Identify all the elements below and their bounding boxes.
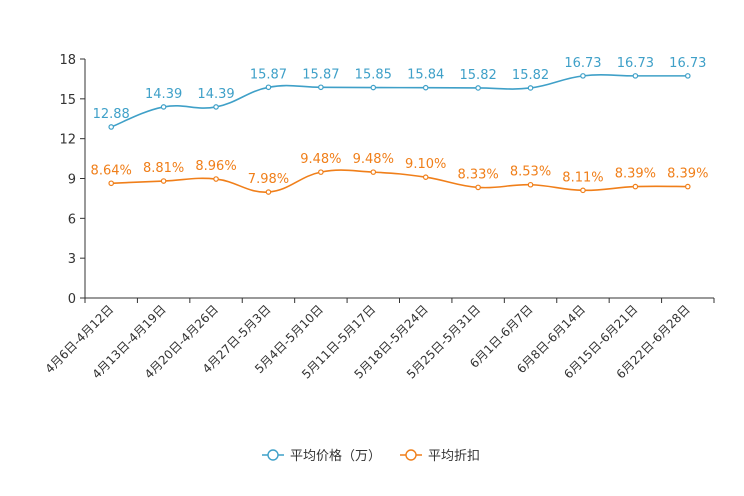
y-tick-label: 0 bbox=[68, 292, 76, 307]
data-point bbox=[108, 180, 115, 187]
data-point bbox=[318, 84, 324, 91]
data-label: 8.11% bbox=[562, 170, 603, 185]
data-point bbox=[160, 178, 167, 184]
y-tick-label: 6 bbox=[68, 212, 76, 227]
series-line bbox=[110, 74, 688, 128]
data-label: 9.10% bbox=[405, 157, 446, 172]
data-label: 15.84 bbox=[407, 68, 444, 83]
data-point bbox=[632, 73, 639, 79]
data-label: 8.39% bbox=[667, 167, 708, 182]
data-point bbox=[475, 184, 481, 191]
series-group: 12.88 14.39 14.39 15.87 15.87 15.85 15.84 15.82… bbox=[91, 56, 708, 195]
data-label: 12.88 bbox=[93, 107, 130, 122]
data-point bbox=[370, 84, 377, 91]
legend-marker bbox=[405, 449, 417, 461]
y-tick-label: 15 bbox=[59, 93, 76, 108]
data-point bbox=[213, 176, 219, 182]
data-point bbox=[422, 84, 429, 91]
data-point bbox=[318, 169, 324, 175]
data-point bbox=[684, 183, 691, 190]
data-label: 15.82 bbox=[512, 68, 549, 83]
data-label: 15.87 bbox=[302, 67, 339, 82]
data-label: 8.33% bbox=[457, 167, 498, 182]
y-tick-label: 12 bbox=[59, 133, 76, 148]
data-label: 7.98% bbox=[248, 172, 289, 187]
data-label: 15.85 bbox=[355, 68, 392, 83]
data-label: 15.82 bbox=[460, 68, 497, 83]
data-label: 8.53% bbox=[510, 165, 551, 180]
data-label: 16.73 bbox=[564, 56, 601, 71]
data-label: 8.64% bbox=[91, 163, 132, 178]
legend-label: 平均折扣 bbox=[428, 449, 480, 464]
data-point bbox=[580, 73, 586, 79]
data-point bbox=[580, 187, 586, 194]
data-label: 9.48% bbox=[300, 152, 341, 167]
y-tick-label: 3 bbox=[68, 252, 76, 267]
data-point bbox=[527, 85, 534, 91]
series-1: 8.64% 8.81% 8.96% 7.98% 9.48% 9.48% 9.10% 8.33%… bbox=[91, 152, 708, 195]
data-point bbox=[632, 183, 639, 190]
legend[interactable]: 平均价格（万） 平均折扣 bbox=[262, 448, 480, 464]
data-point bbox=[108, 124, 115, 130]
data-point bbox=[422, 174, 429, 180]
data-point bbox=[527, 181, 534, 188]
data-point bbox=[684, 73, 691, 79]
data-point bbox=[475, 85, 481, 91]
data-label: 8.96% bbox=[195, 159, 236, 174]
legend-marker bbox=[267, 449, 279, 461]
series-line bbox=[111, 169, 688, 193]
data-label: 16.73 bbox=[669, 56, 706, 71]
data-point bbox=[370, 169, 377, 175]
data-point bbox=[265, 84, 272, 91]
legend-item-1[interactable]: 平均折扣 bbox=[400, 449, 480, 464]
axes: 03691215184月6日-4月12日4月13日-4月19日4月20日-4月2… bbox=[42, 53, 715, 382]
data-point bbox=[213, 104, 219, 110]
legend-item-0[interactable]: 平均价格（万） bbox=[262, 448, 381, 464]
data-label: 8.81% bbox=[143, 161, 184, 176]
series-0: 12.88 14.39 14.39 15.87 15.87 15.85 15.84 15.82… bbox=[93, 56, 706, 130]
data-point bbox=[265, 189, 272, 195]
data-label: 14.39 bbox=[197, 87, 234, 102]
data-label: 15.87 bbox=[250, 67, 287, 82]
y-tick-label: 9 bbox=[68, 173, 76, 188]
y-tick-label: 18 bbox=[59, 53, 76, 68]
data-label: 9.48% bbox=[353, 152, 394, 167]
data-label: 14.39 bbox=[145, 87, 182, 102]
data-label: 16.73 bbox=[617, 56, 654, 71]
data-point bbox=[160, 104, 167, 110]
data-label: 8.39% bbox=[615, 167, 656, 182]
legend-label: 平均价格（万） bbox=[290, 448, 381, 464]
